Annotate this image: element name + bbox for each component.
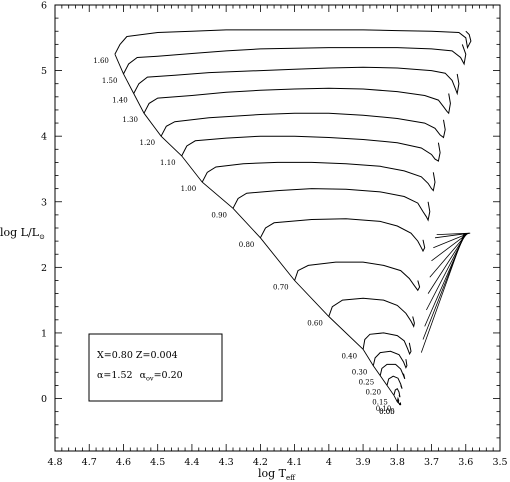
y-axis-title-main: log L/L xyxy=(0,226,40,239)
track-1.50 xyxy=(123,44,467,75)
mass-label: 0.10 xyxy=(376,405,392,413)
y-axis-title: log L/L⊙ xyxy=(0,226,45,241)
rgb-branch-line xyxy=(434,232,470,239)
mass-label: 1.40 xyxy=(112,97,128,105)
mass-label: 0.70 xyxy=(273,283,289,291)
mass-label: 1.00 xyxy=(181,185,197,193)
y-tick-label: 6 xyxy=(41,1,47,12)
rgb-branch-line xyxy=(436,232,471,235)
parameter-box: X=0.80 Z=0.004 α=1.52 αov=0.20 xyxy=(88,333,223,402)
track-0.15 xyxy=(393,387,401,398)
alpha-ov-sub: ov xyxy=(146,375,154,383)
rgb-branch-line xyxy=(433,232,469,249)
mass-label: 1.10 xyxy=(160,159,176,167)
mass-label: 0.20 xyxy=(365,388,381,396)
mass-label: 0.60 xyxy=(307,320,323,328)
x-tick-label: 4.8 xyxy=(47,457,62,468)
x-axis-title-sub: eff xyxy=(286,474,296,482)
track-0.30 xyxy=(372,350,408,369)
mass-label: 0.30 xyxy=(352,369,368,377)
y-axis-title-sub: ⊙ xyxy=(39,233,45,241)
x-tick-label: 4.5 xyxy=(150,457,165,468)
x-tick-label: 4.4 xyxy=(184,457,199,468)
mass-label: 1.60 xyxy=(93,57,109,65)
alpha-value: α=1.52 xyxy=(97,370,133,381)
zams-line xyxy=(114,54,402,406)
parameter-box-frame xyxy=(88,333,223,402)
track-1.10 xyxy=(181,135,441,162)
rgb-branch-line xyxy=(427,232,468,294)
mass-labels: 1.60 1.50 1.40 1.30 1.20 1.10 1.00 0.90 0.80 0.70… xyxy=(93,57,394,416)
axis-ticks xyxy=(54,4,501,452)
x-axis-title-main: log T xyxy=(258,467,287,480)
y-tick-label: 0 xyxy=(41,394,47,405)
track-0.70 xyxy=(294,261,421,292)
x-tick-label: 3.8 xyxy=(390,457,405,468)
track-0.25 xyxy=(379,363,406,380)
x-tick-label: 4.7 xyxy=(82,457,97,468)
x-tick-label: 3.5 xyxy=(492,457,507,468)
alpha-ov-symbol: α xyxy=(140,370,147,381)
rgb-branch-line xyxy=(429,232,468,278)
track-0.90 xyxy=(232,188,431,222)
y-tick-label: 1 xyxy=(41,328,47,339)
x-tick-label: 3.7 xyxy=(424,457,439,468)
mass-label: 0.25 xyxy=(359,379,375,387)
mass-label: 1.20 xyxy=(140,139,156,147)
parameter-line-1: X=0.80 Z=0.004 xyxy=(97,350,178,361)
track-0.60 xyxy=(328,297,415,328)
rgb-branch-line xyxy=(424,233,466,327)
rgb-branch-line xyxy=(431,232,469,262)
x-tick-label: 4.2 xyxy=(253,457,268,468)
alpha-ov-value: =0.20 xyxy=(154,370,183,381)
mass-label: 0.00 xyxy=(379,408,395,416)
track-1.30 xyxy=(143,87,451,115)
mass-label: 0.80 xyxy=(239,241,255,249)
y-tick-label: 2 xyxy=(41,263,47,274)
track-0.40 xyxy=(362,332,412,356)
y-tick-labels: 0 1 2 3 4 5 6 xyxy=(41,1,47,406)
mass-label: 0.40 xyxy=(341,352,357,360)
rgb-branch-line xyxy=(426,233,467,311)
y-tick-label: 5 xyxy=(41,66,47,77)
x-tick-label: 4.6 xyxy=(116,457,131,468)
mass-label: 0.90 xyxy=(211,211,227,219)
x-tick-label: 4.1 xyxy=(287,457,302,468)
x-tick-label: 3.6 xyxy=(458,457,473,468)
track-1.20 xyxy=(160,112,446,139)
evolutionary-tracks xyxy=(114,29,472,406)
y-tick-label: 3 xyxy=(41,197,47,208)
x-tick-label: 4.3 xyxy=(219,457,234,468)
track-0.05 xyxy=(398,402,402,406)
track-1.40 xyxy=(133,66,460,96)
track-0.20 xyxy=(386,375,403,389)
track-0.80 xyxy=(259,218,426,253)
mass-label: 1.50 xyxy=(102,77,118,85)
mass-label: 1.30 xyxy=(122,116,138,124)
y-tick-label: 4 xyxy=(41,132,47,143)
x-tick-label: 3.9 xyxy=(356,457,371,468)
mass-label: 0.15 xyxy=(372,398,388,406)
track-0.10 xyxy=(396,396,400,404)
mass-label: 0.05 xyxy=(379,408,395,416)
track-1.00 xyxy=(201,161,436,192)
x-axis-title: log Teff xyxy=(258,467,296,482)
x-tick-label: 4 xyxy=(326,457,332,468)
track-1.60 xyxy=(114,29,472,55)
x-tick-labels: 4.8 4.7 4.6 4.5 4.4 4.3 4.2 4.1 4 3.9 3.8 3.7 3.6 3.5 xyxy=(47,457,507,468)
parameter-line-2: α=1.52 αov=0.20 xyxy=(97,370,183,383)
